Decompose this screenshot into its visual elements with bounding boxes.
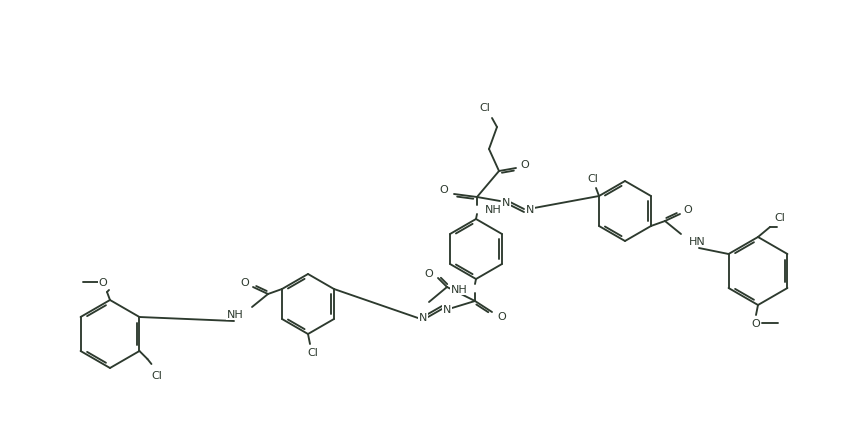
Text: Cl: Cl <box>307 347 318 357</box>
Text: N: N <box>443 304 450 314</box>
Text: O: O <box>520 160 529 170</box>
Text: O: O <box>98 277 107 287</box>
Text: O: O <box>682 204 692 214</box>
Text: NH: NH <box>485 204 502 214</box>
Text: N: N <box>502 197 509 207</box>
Text: Cl: Cl <box>151 370 162 380</box>
Text: O: O <box>497 311 506 321</box>
Text: NH: NH <box>227 309 244 319</box>
Text: Cl: Cl <box>479 103 490 113</box>
Text: O: O <box>439 184 448 194</box>
Text: NH: NH <box>450 284 467 294</box>
Text: N: N <box>525 204 534 214</box>
Text: N: N <box>418 312 426 322</box>
Text: HN: HN <box>688 237 705 247</box>
Text: O: O <box>751 318 759 328</box>
Text: Cl: Cl <box>774 213 785 223</box>
Text: Cl: Cl <box>587 174 598 184</box>
Text: O: O <box>424 268 432 278</box>
Text: O: O <box>241 277 249 287</box>
